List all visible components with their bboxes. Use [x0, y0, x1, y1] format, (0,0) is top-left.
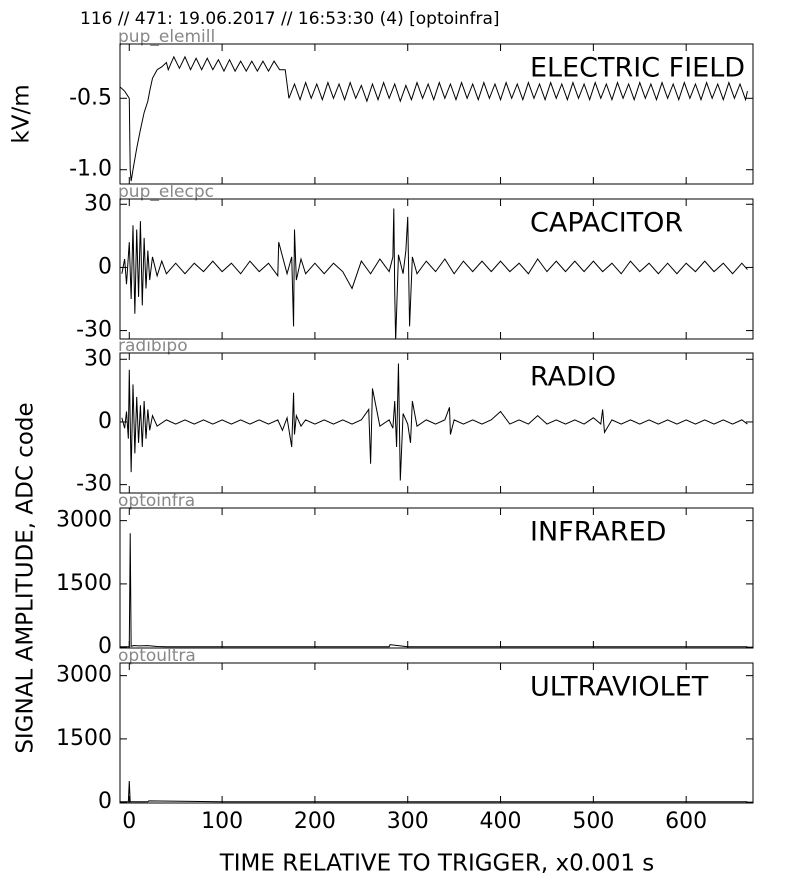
x-tick-label: 0 [122, 809, 136, 834]
y-tick-label: -30 [76, 472, 112, 497]
y-tick-label: 1500 [56, 726, 112, 751]
panel-label: optoultra [118, 646, 196, 666]
y-tick-label: -0.5 [69, 85, 112, 110]
page-title: 116 // 471: 19.06.2017 // 16:53:30 (4) [… [80, 9, 500, 29]
panel-label: pup_elemill [118, 27, 215, 47]
x-tick-label: 300 [387, 809, 429, 834]
panel-frame [119, 198, 754, 340]
x-tick-label: 200 [294, 809, 336, 834]
panel-title: ELECTRIC FIELD [530, 53, 745, 84]
y-tick-label: 0 [98, 789, 112, 814]
y-tick-label: 30 [84, 346, 112, 371]
y-tick-label: -30 [76, 318, 112, 343]
y-tick-label: 0 [98, 634, 112, 659]
panel-title: RADIO [530, 362, 616, 393]
panel-title: ULTRAVIOLET [530, 672, 709, 703]
y-tick-label: 3000 [56, 663, 112, 688]
signal-line [121, 208, 748, 339]
panel-label: radibipo [118, 336, 188, 356]
y-axis-label: SIGNAL AMPLITUDE, ADC code [13, 402, 39, 753]
panel-frame [119, 43, 754, 185]
x-tick-label: 100 [201, 809, 243, 834]
panel-frame [119, 352, 754, 494]
x-axis-label: TIME RELATIVE TO TRIGGER, x0.001 s [219, 851, 655, 877]
signal-line [120, 781, 748, 803]
x-tick-label: 500 [572, 809, 614, 834]
panel-frame [119, 662, 754, 804]
y-tick-label: 1500 [56, 571, 112, 596]
panel-label: optoinfra [118, 491, 195, 511]
y-tick-label: 30 [84, 191, 112, 216]
x-tick-label: 400 [480, 809, 522, 834]
y-axis-label: kV/m [9, 84, 35, 143]
y-tick-label: 0 [98, 254, 112, 279]
signal-line [120, 55, 748, 182]
panel-frame [119, 507, 754, 649]
panel-label: pup_elecpc [118, 182, 214, 202]
panel-title: CAPACITOR [530, 208, 683, 239]
signal-line [121, 363, 748, 481]
panel-title: INFRARED [530, 517, 666, 548]
signal-line [120, 533, 748, 648]
y-tick-label: -1.0 [69, 157, 112, 182]
x-tick-label: 600 [665, 809, 707, 834]
y-tick-label: 0 [98, 409, 112, 434]
y-tick-label: 3000 [56, 508, 112, 533]
